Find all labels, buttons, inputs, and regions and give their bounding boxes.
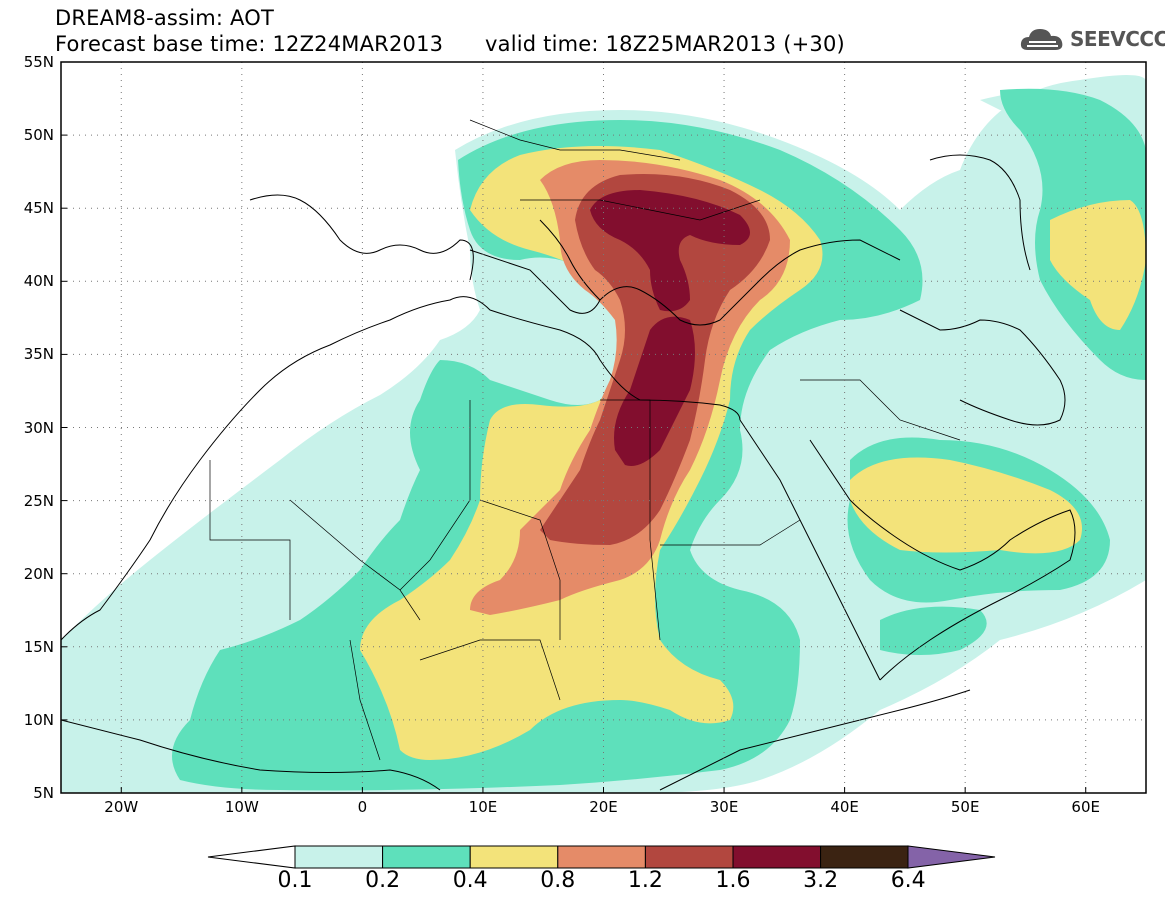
colorbar-boxes bbox=[294, 845, 909, 869]
coastlines bbox=[61, 154, 1076, 791]
colorbar bbox=[207, 845, 996, 869]
seevccc-logo: SEEVCCC bbox=[1018, 22, 1165, 56]
lat-label: 30N bbox=[23, 418, 54, 437]
colorbar-label: 0.4 bbox=[452, 868, 488, 893]
valid-time-label: valid time: 18Z25MAR2013 (+30) bbox=[485, 32, 845, 56]
colorbar-label: 6.4 bbox=[890, 868, 926, 893]
lon-label: 20W bbox=[104, 798, 139, 816]
lon-label: 50E bbox=[950, 798, 980, 816]
colorbar-arrow-left bbox=[207, 845, 296, 869]
lat-label: 5N bbox=[33, 784, 54, 802]
colorbar-label: 1.2 bbox=[627, 868, 663, 893]
colorbar-label: 1.6 bbox=[715, 868, 751, 893]
lat-label: 20N bbox=[23, 564, 54, 583]
aot-field bbox=[61, 62, 1146, 793]
colorbar-label: 0.2 bbox=[365, 868, 401, 893]
lat-label: 45N bbox=[23, 199, 54, 218]
colorbar-swatch bbox=[469, 845, 559, 869]
colorbar-label: 0.8 bbox=[540, 868, 576, 893]
gridlines bbox=[61, 62, 1146, 793]
colorbar-swatch bbox=[820, 845, 909, 869]
country-borders bbox=[209, 119, 961, 761]
colorbar-swatch bbox=[732, 845, 822, 869]
cloud-logo-icon bbox=[1020, 29, 1063, 50]
colorbar-swatch bbox=[294, 845, 384, 869]
axis-ticks bbox=[61, 61, 1087, 794]
lat-label: 50N bbox=[23, 126, 54, 145]
lat-label: 40N bbox=[23, 272, 54, 291]
lat-label: 55N bbox=[23, 53, 54, 71]
lat-label: 25N bbox=[23, 491, 54, 510]
lon-label: 10W bbox=[224, 798, 259, 816]
colorbar-swatch bbox=[557, 845, 646, 869]
colorbar-label: 3.2 bbox=[803, 868, 839, 893]
lat-label: 15N bbox=[23, 637, 54, 656]
lat-label: 10N bbox=[23, 710, 54, 729]
lon-label: 10E bbox=[468, 798, 498, 816]
logo-text: SEEVCCC bbox=[1070, 27, 1165, 51]
colorbar-swatch bbox=[382, 845, 471, 869]
colorbar-swatch bbox=[644, 845, 734, 869]
aot-level-1-6 bbox=[590, 190, 750, 466]
colorbar-arrow-right bbox=[907, 845, 996, 869]
colorbar-label: 0.1 bbox=[277, 868, 313, 893]
lat-label: 35N bbox=[23, 345, 54, 364]
lon-label: 30E bbox=[709, 798, 739, 816]
base-time-label: Forecast base time: 12Z24MAR2013 bbox=[55, 32, 444, 56]
lon-label: 60E bbox=[1071, 798, 1101, 816]
lon-label: 40E bbox=[830, 798, 859, 816]
lon-label: 0 bbox=[357, 798, 368, 816]
lon-label: 20E bbox=[589, 798, 618, 816]
map-title: DREAM8-assim: AOT bbox=[55, 6, 274, 30]
